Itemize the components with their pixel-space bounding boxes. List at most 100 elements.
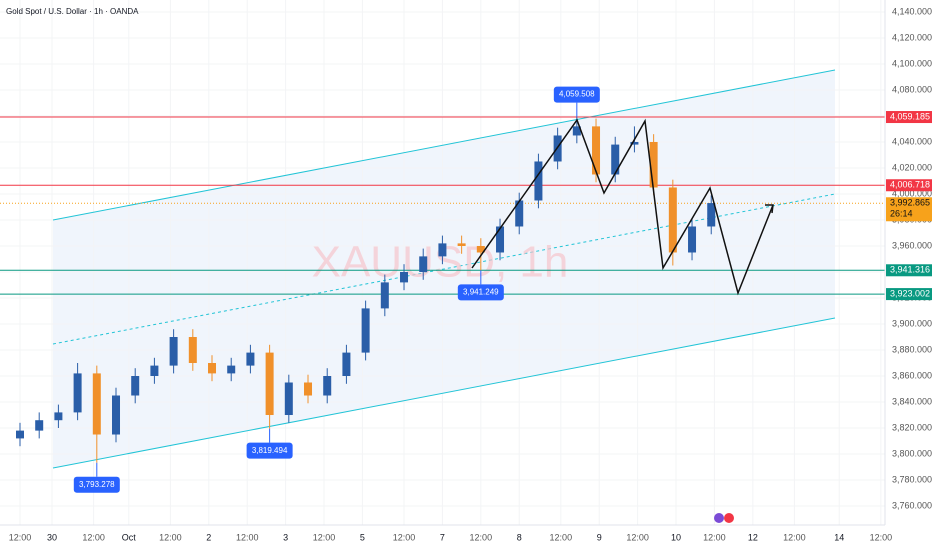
candle-body	[611, 144, 620, 175]
price-tag-label: 3,941.316	[890, 265, 930, 275]
x-tick-label: 12:00	[313, 532, 336, 542]
x-tick-label: 12:00	[9, 532, 32, 542]
x-tick-label: Oct	[122, 532, 137, 542]
candle-body	[188, 336, 197, 364]
event-icon[interactable]	[714, 513, 724, 523]
candle-body	[649, 141, 658, 188]
candle-body	[572, 126, 581, 136]
annotation-label: 3,793.278	[79, 480, 115, 489]
annotation-label: 4,059.508	[559, 90, 595, 99]
y-tick-label: 4,040.000	[892, 136, 932, 146]
x-tick-label: 12:00	[236, 532, 259, 542]
candle-body	[342, 352, 351, 377]
candle-body	[457, 243, 466, 246]
candle-body	[515, 200, 524, 227]
y-tick-label: 3,780.000	[892, 474, 932, 484]
candle-body	[246, 352, 255, 366]
candle-body	[496, 226, 505, 253]
x-tick-label: 12:00	[783, 532, 806, 542]
x-tick-label: 12:00	[703, 532, 726, 542]
candle-body	[131, 376, 140, 396]
candle-body	[534, 161, 543, 201]
annotations: 4,059.508 3,941.249 3,819.494 3,793.278	[73, 86, 600, 493]
time-axis	[0, 525, 932, 550]
annotation-label: 3,819.494	[252, 446, 288, 455]
axis-labels: 3,760.000 3,780.000 3,800.000 3,820.000 3,84…	[9, 6, 932, 542]
y-tick-label: 4,140.000	[892, 6, 932, 16]
x-tick-label: 12:00	[393, 532, 416, 542]
candle-body	[265, 352, 274, 416]
chart-title: Gold Spot / U.S. Dollar · 1h · OANDA	[6, 7, 139, 16]
x-tick-label: 12:00	[470, 532, 493, 542]
candle-body	[92, 373, 101, 435]
arrow-head	[765, 204, 774, 214]
x-tick-label: 12:00	[82, 532, 105, 542]
candle-body	[438, 243, 447, 257]
y-tick-label: 4,020.000	[892, 162, 932, 172]
candle-body	[35, 420, 44, 431]
x-tick-label: 12:00	[159, 532, 182, 542]
price-lines	[0, 116, 885, 295]
y-tick-label: 4,120.000	[892, 32, 932, 42]
candle-body	[323, 376, 332, 396]
candle-body	[707, 203, 716, 227]
annotation-box	[553, 86, 600, 103]
last-price-label: 3,992.865	[890, 198, 930, 208]
price-tag-label: 3,923.002	[890, 288, 930, 298]
y-tick-label: 3,900.000	[892, 318, 932, 328]
candle-body	[16, 430, 25, 439]
price-tag	[886, 179, 932, 192]
candle-body	[54, 412, 63, 421]
x-tick-label: 3	[283, 532, 288, 542]
x-tick-label: 12:00	[626, 532, 649, 542]
y-tick-label: 3,860.000	[892, 370, 932, 380]
x-tick-label: 30	[47, 532, 57, 542]
x-tick-label: 12:00	[550, 532, 573, 542]
x-tick-label: 14	[834, 532, 844, 542]
candle-body	[400, 271, 409, 283]
x-tick-label: 9	[597, 532, 602, 542]
channel-upper	[52, 69, 836, 221]
candle-body	[112, 395, 121, 435]
x-tick-label: 7	[440, 532, 445, 542]
annotation-box	[73, 476, 120, 493]
candle-body	[668, 187, 677, 253]
y-tick-label: 3,960.000	[892, 240, 932, 250]
y-tick-label: 4,100.000	[892, 58, 932, 68]
x-tick-label: 12	[748, 532, 758, 542]
price-tag-label: 4,059.185	[890, 111, 930, 121]
annotation-label: 3,941.249	[463, 287, 499, 296]
candle-body	[419, 256, 428, 272]
candle-body	[227, 365, 236, 374]
candle-body	[476, 245, 485, 253]
annotation-box	[457, 284, 504, 301]
candle-body	[361, 308, 370, 353]
price-tag	[886, 111, 932, 124]
y-tick-label: 4,080.000	[892, 84, 932, 94]
y-tick-label: 3,820.000	[892, 422, 932, 432]
candle-body	[150, 365, 159, 377]
x-tick-label: 12:00	[870, 532, 893, 542]
annotation-box	[246, 442, 293, 459]
y-tick-label: 4,000.000	[892, 188, 932, 198]
candle-body	[304, 382, 313, 396]
y-tick-label: 3,760.000	[892, 500, 932, 510]
channel-mid	[52, 193, 836, 345]
x-tick-label: 2	[206, 532, 211, 542]
event-icon[interactable]	[724, 513, 734, 523]
x-tick-label: 10	[671, 532, 681, 542]
x-tick-label: 5	[360, 532, 365, 542]
candle-body	[592, 126, 601, 175]
y-tick-label: 3,800.000	[892, 448, 932, 458]
price-tag	[886, 288, 932, 301]
x-tick-label: 8	[517, 532, 522, 542]
candle-body	[284, 382, 293, 416]
price-tag-label: 4,006.718	[890, 180, 930, 190]
candle-body	[688, 226, 697, 253]
candle-body	[380, 282, 389, 309]
candle-body	[208, 363, 217, 374]
channel-lower	[52, 317, 836, 469]
zigzag-projection	[471, 118, 774, 296]
candle-body	[73, 373, 82, 413]
